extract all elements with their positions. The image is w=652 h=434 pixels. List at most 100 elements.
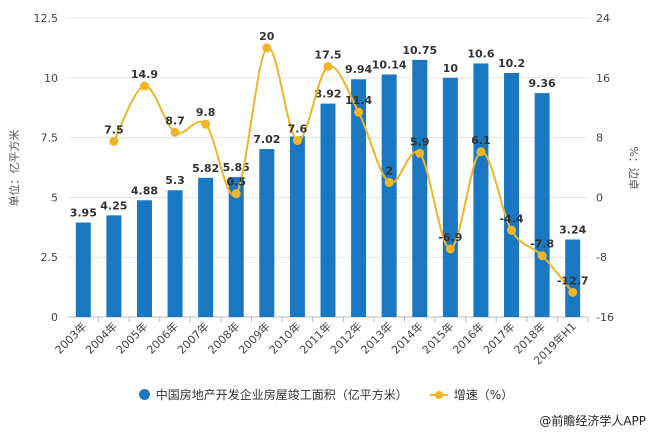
growth-point	[445, 244, 455, 254]
x-tick-label: 2017年	[480, 319, 517, 356]
bar-data-label: 10.75	[402, 44, 437, 57]
bar	[136, 200, 152, 317]
bar-data-label: 5.3	[165, 174, 185, 187]
growth-line	[112, 46, 574, 293]
legend-line-marker-icon	[429, 390, 448, 400]
growth-point	[415, 148, 425, 158]
right-axis-label: %：边卓	[627, 146, 640, 189]
bar	[228, 177, 244, 317]
x-tick-label: 2011年	[297, 319, 334, 356]
left-tick-label: 7.5	[41, 132, 59, 145]
bar-data-label: 10.2	[498, 57, 525, 70]
chart-svg: 0 2.5 5 7.5 10 12.5 -16 -8 0 8 16 24 单位：亿平方米 %：边卓 3.95…	[7, 12, 640, 367]
growth-data-label: 20	[259, 30, 275, 43]
bar	[167, 190, 183, 317]
bar-data-label: 3.24	[559, 223, 586, 236]
growth-point	[292, 136, 302, 146]
bar-data-label: 8.92	[314, 88, 341, 101]
bar-data-label: 4.88	[131, 184, 158, 197]
growth-point	[170, 127, 180, 137]
left-tick-label: 2.5	[41, 251, 59, 264]
right-tick-label: 8	[596, 132, 603, 145]
bar-data-label: 5.85	[223, 161, 250, 174]
left-tick-label: 12.5	[34, 12, 59, 25]
growth-data-label: 5.9	[410, 135, 430, 148]
growth-data-label: -6.9	[438, 231, 462, 244]
growth-data-label: 6.1	[471, 134, 491, 147]
x-tick-label: 2014年	[388, 319, 425, 356]
growth-point	[201, 119, 211, 129]
growth-point	[568, 287, 578, 297]
growth-data-label: 9.8	[196, 106, 216, 119]
growth-data-label: -7.8	[530, 238, 554, 251]
bar	[289, 136, 305, 317]
bar-data-label: 3.95	[70, 207, 97, 220]
legend-circle-icon	[138, 389, 150, 400]
growth-point	[231, 189, 241, 199]
growth-data-label: 7.5	[104, 123, 124, 136]
right-tick-label: -8	[596, 251, 607, 264]
x-tick-label: 2016年	[450, 319, 487, 356]
growth-point	[537, 251, 547, 261]
growth-data-label: -4.4	[499, 212, 523, 225]
growth-point	[109, 136, 119, 146]
bar	[442, 77, 458, 317]
right-tick-label: 0	[596, 191, 603, 204]
x-tick-label: 2007年	[174, 319, 211, 356]
x-tick-label: 2013年	[358, 319, 395, 356]
growth-point	[507, 225, 517, 235]
x-tick-label: 2008年	[205, 319, 242, 356]
bar	[320, 103, 336, 317]
growth-data-label: 17.5	[314, 49, 341, 62]
growth-data-label: 0.5	[226, 176, 246, 189]
growth-point	[139, 81, 149, 91]
bar	[534, 93, 550, 318]
bar-data-label: 9.94	[345, 63, 372, 76]
growth-data-label: -12.7	[557, 274, 589, 287]
bar-data-label: 4.25	[100, 199, 127, 212]
x-tick-label: 2003年	[52, 319, 89, 356]
legend-item-growth[interactable]: 增速（%）	[429, 386, 514, 403]
bar	[473, 63, 489, 318]
bar-data-label: 9.36	[529, 77, 556, 90]
bar-data-label: 5.82	[192, 162, 219, 175]
bar-data-label: 7.02	[253, 133, 280, 146]
x-tick-label: 2010年	[266, 319, 303, 356]
x-tick-label: 2005年	[113, 319, 150, 356]
x-tick-label: 2004年	[83, 319, 120, 356]
x-tick-label: 2006年	[144, 319, 181, 356]
bar	[75, 222, 91, 317]
bar-data-label: 10	[443, 62, 459, 75]
left-tick-label: 0	[51, 311, 58, 324]
bar	[381, 74, 397, 317]
legend-item-area[interactable]: 中国房地产开发企业房屋竣工面积（亿平方米）	[138, 386, 408, 403]
growth-point	[476, 147, 486, 157]
legend-label: 增速（%）	[453, 388, 514, 402]
growth-data-label: 11.4	[345, 94, 372, 107]
growth-data-label: 7.6	[288, 123, 308, 136]
growth-point	[354, 107, 364, 117]
growth-point	[323, 62, 333, 72]
bar-data-label: 10.14	[372, 58, 407, 71]
x-tick-label: 2009年	[235, 319, 272, 356]
growth-data-label: 2	[385, 164, 393, 177]
right-tick-label: 24	[596, 12, 610, 25]
right-tick-label: 16	[596, 72, 610, 85]
x-tick-label: 2012年	[327, 319, 364, 356]
bar	[259, 149, 275, 317]
bar-data-label: 10.6	[467, 47, 494, 60]
growth-point	[384, 177, 394, 187]
left-tick-label: 10	[44, 72, 58, 85]
bar	[198, 177, 214, 317]
growth-data-label: 8.7	[165, 114, 185, 127]
source-credit: @前瞻经济学人APP	[539, 414, 646, 428]
bar	[351, 79, 367, 317]
bar	[106, 215, 122, 317]
growth-point	[262, 43, 272, 53]
growth-data-label: 14.9	[131, 68, 158, 81]
left-tick-label: 5	[51, 191, 58, 204]
x-tick-label: 2015年	[419, 319, 456, 356]
legend: 中国房地产开发企业房屋竣工面积（亿平方米） 增速（%）	[0, 386, 652, 403]
right-tick-label: -16	[596, 311, 614, 324]
